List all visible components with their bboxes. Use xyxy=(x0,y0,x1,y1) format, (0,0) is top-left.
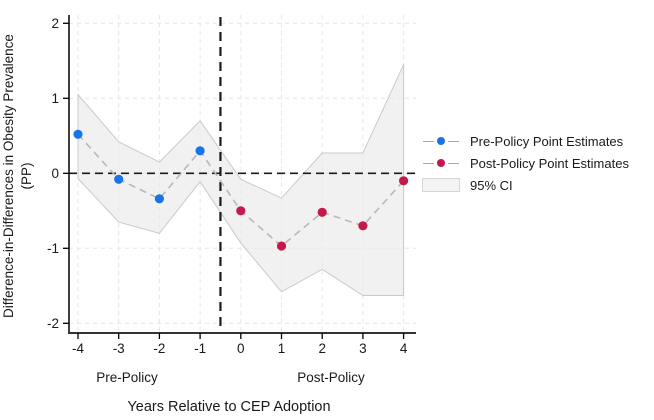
y-axis-title-line2: (PP) xyxy=(19,163,34,190)
pre-policy-marker-icon xyxy=(421,137,461,145)
reference-lines xyxy=(69,17,416,333)
red-dot-icon xyxy=(437,159,445,167)
y-tick-label: 1 xyxy=(51,91,59,106)
x-tick-label: -1 xyxy=(194,341,206,356)
confidence-band xyxy=(77,64,405,297)
legend: Pre-Policy Point Estimates Post-Policy P… xyxy=(421,132,629,194)
x-tick-label: -2 xyxy=(153,341,165,356)
pre-policy-point xyxy=(73,129,83,139)
pre-policy-point xyxy=(114,174,124,184)
post-policy-marker-icon xyxy=(421,159,461,167)
y-axis-title-line1: Difference-in-Differences in Obesity Pre… xyxy=(1,34,16,318)
x-tick-label: 0 xyxy=(237,341,245,356)
ci-band-swatch-icon xyxy=(422,178,460,192)
x-tick-label: -3 xyxy=(113,341,125,356)
pre-period-label: Pre-Policy xyxy=(96,370,158,385)
post-policy-point xyxy=(399,176,409,186)
x-tick-label: 1 xyxy=(278,341,286,356)
legend-label-post-policy: Post-Policy Point Estimates xyxy=(470,155,629,171)
post-policy-point xyxy=(317,207,327,217)
post-policy-point xyxy=(236,206,246,216)
y-tick-label: -2 xyxy=(47,316,59,331)
ci-band-polygon xyxy=(77,64,405,297)
post-policy-point xyxy=(358,221,368,231)
blue-dot-icon xyxy=(437,137,445,145)
post-period-label: Post-Policy xyxy=(297,370,365,385)
x-tick-label: -4 xyxy=(72,341,84,356)
x-axis-title: Years Relative to CEP Adoption xyxy=(127,399,330,415)
legend-label-pre-policy: Pre-Policy Point Estimates xyxy=(470,133,624,149)
y-tick-label: 0 xyxy=(51,166,59,181)
data-series xyxy=(73,129,409,251)
x-tick-label: 3 xyxy=(359,341,367,356)
legend-label-ci: 95% CI xyxy=(470,177,513,193)
y-tick-label: -1 xyxy=(47,241,59,256)
legend-item-pre-policy: Pre-Policy Point Estimates xyxy=(421,132,629,150)
pre-policy-point xyxy=(154,194,164,204)
legend-item-ci: 95% CI xyxy=(421,176,629,194)
tick-labels: -2 -1 0 1 2 -4 -3 -2 -1 0 1 2 3 4 xyxy=(47,16,408,356)
y-tick-label: 2 xyxy=(51,16,59,31)
pre-policy-point xyxy=(195,146,205,156)
legend-item-post-policy: Post-Policy Point Estimates xyxy=(421,154,629,172)
post-policy-point xyxy=(276,241,287,251)
axes xyxy=(63,15,416,339)
x-tick-label: 2 xyxy=(318,341,326,356)
x-tick-label: 4 xyxy=(400,341,408,356)
